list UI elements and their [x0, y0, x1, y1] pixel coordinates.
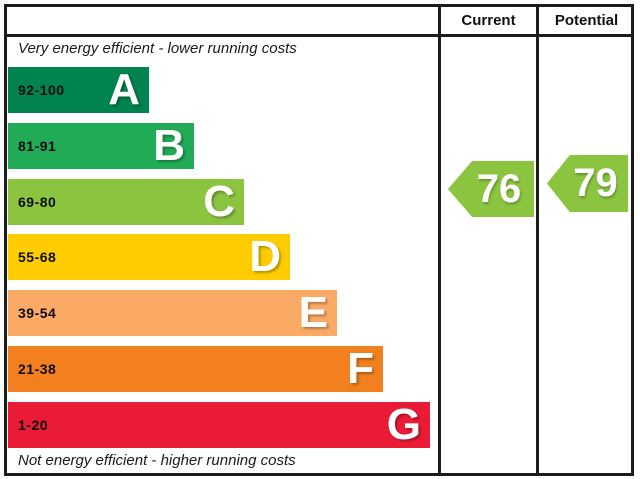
band-letter: F — [347, 344, 374, 393]
band-letter: B — [153, 121, 185, 170]
band-range-label: 55-68 — [18, 249, 57, 265]
band-range-label: 81-91 — [18, 138, 57, 154]
band-row-e: 39-54 E — [8, 290, 337, 336]
top-caption: Very energy efficient - lower running co… — [18, 40, 297, 57]
band-range-label: 69-80 — [18, 194, 57, 210]
band-row-b: 81-91 B — [8, 123, 194, 169]
bottom-caption: Not energy efficient - higher running co… — [18, 452, 296, 469]
band-row-c: 69-80 C — [8, 179, 244, 225]
potential-rating-arrow: 79 — [547, 155, 628, 212]
chart-border-frame — [4, 4, 634, 476]
band-letter: A — [108, 65, 140, 114]
band-range-label: 92-100 — [18, 82, 65, 98]
current-column-header: Current — [461, 12, 516, 29]
band-range-label: 39-54 — [18, 305, 57, 321]
band-range-label: 21-38 — [18, 361, 57, 377]
band-row-a: 92-100 A — [8, 67, 149, 113]
band-letter: E — [298, 288, 328, 337]
potential-rating-value: 79 — [573, 161, 618, 205]
band-letter: C — [203, 177, 235, 226]
band-letter: G — [386, 400, 421, 449]
potential-column-header: Potential — [554, 12, 619, 29]
header-divider-line — [4, 34, 634, 37]
band-letter: D — [249, 232, 281, 281]
band-row-f: 21-38 F — [8, 346, 383, 392]
current-rating-value: 76 — [476, 166, 522, 211]
band-row-d: 55-68 D — [8, 234, 290, 280]
band-range-label: 1-20 — [18, 417, 49, 433]
band-row-g: 1-20 G — [8, 402, 430, 448]
current-column-divider — [438, 4, 441, 476]
potential-column-divider — [536, 4, 539, 476]
